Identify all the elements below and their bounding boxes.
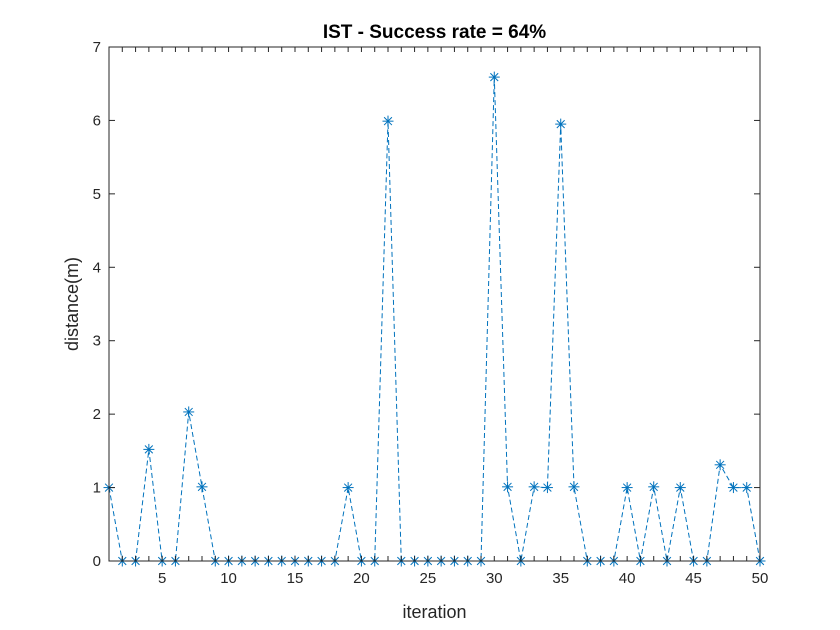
x-tick-label: 30 <box>486 570 503 587</box>
data-point <box>727 482 739 494</box>
x-tick-label: 25 <box>420 570 437 587</box>
data-point <box>382 115 394 127</box>
plot-area <box>109 47 760 561</box>
x-tick-label: 15 <box>287 570 304 587</box>
x-tick-label: 20 <box>353 570 370 587</box>
data-point <box>196 481 208 493</box>
data-point <box>648 481 660 493</box>
plot-frame <box>108 46 761 562</box>
data-point <box>183 406 195 418</box>
y-axis-title: distance(m) <box>62 257 82 351</box>
data-point <box>342 482 354 494</box>
y-tick-label: 5 <box>93 186 101 203</box>
data-point <box>541 482 553 494</box>
y-tick-label: 4 <box>93 259 101 276</box>
y-tick-label: 0 <box>93 553 101 570</box>
y-tick-label: 7 <box>93 39 101 56</box>
x-tick-label: 5 <box>158 570 166 587</box>
y-tick-label: 1 <box>93 480 101 497</box>
data-point <box>621 482 633 494</box>
x-tick-label: 35 <box>552 570 569 587</box>
x-tick-label: 50 <box>752 570 769 587</box>
chart-title: IST - Success rate = 64% <box>323 22 546 43</box>
data-point <box>741 482 753 494</box>
y-tick-label: 6 <box>93 112 101 129</box>
data-point <box>674 482 686 494</box>
data-point <box>502 481 514 493</box>
data-point <box>714 459 726 471</box>
data-point <box>488 71 500 83</box>
y-tick-label: 2 <box>93 406 101 423</box>
x-tick-label: 10 <box>220 570 237 587</box>
data-point <box>568 481 580 493</box>
x-tick-label: 45 <box>685 570 702 587</box>
data-point <box>555 118 567 130</box>
x-tick-label: 40 <box>619 570 636 587</box>
x-axis-title: iteration <box>402 602 466 622</box>
data-point <box>528 481 540 493</box>
y-tick-label: 3 <box>93 333 101 350</box>
data-point <box>143 443 155 455</box>
